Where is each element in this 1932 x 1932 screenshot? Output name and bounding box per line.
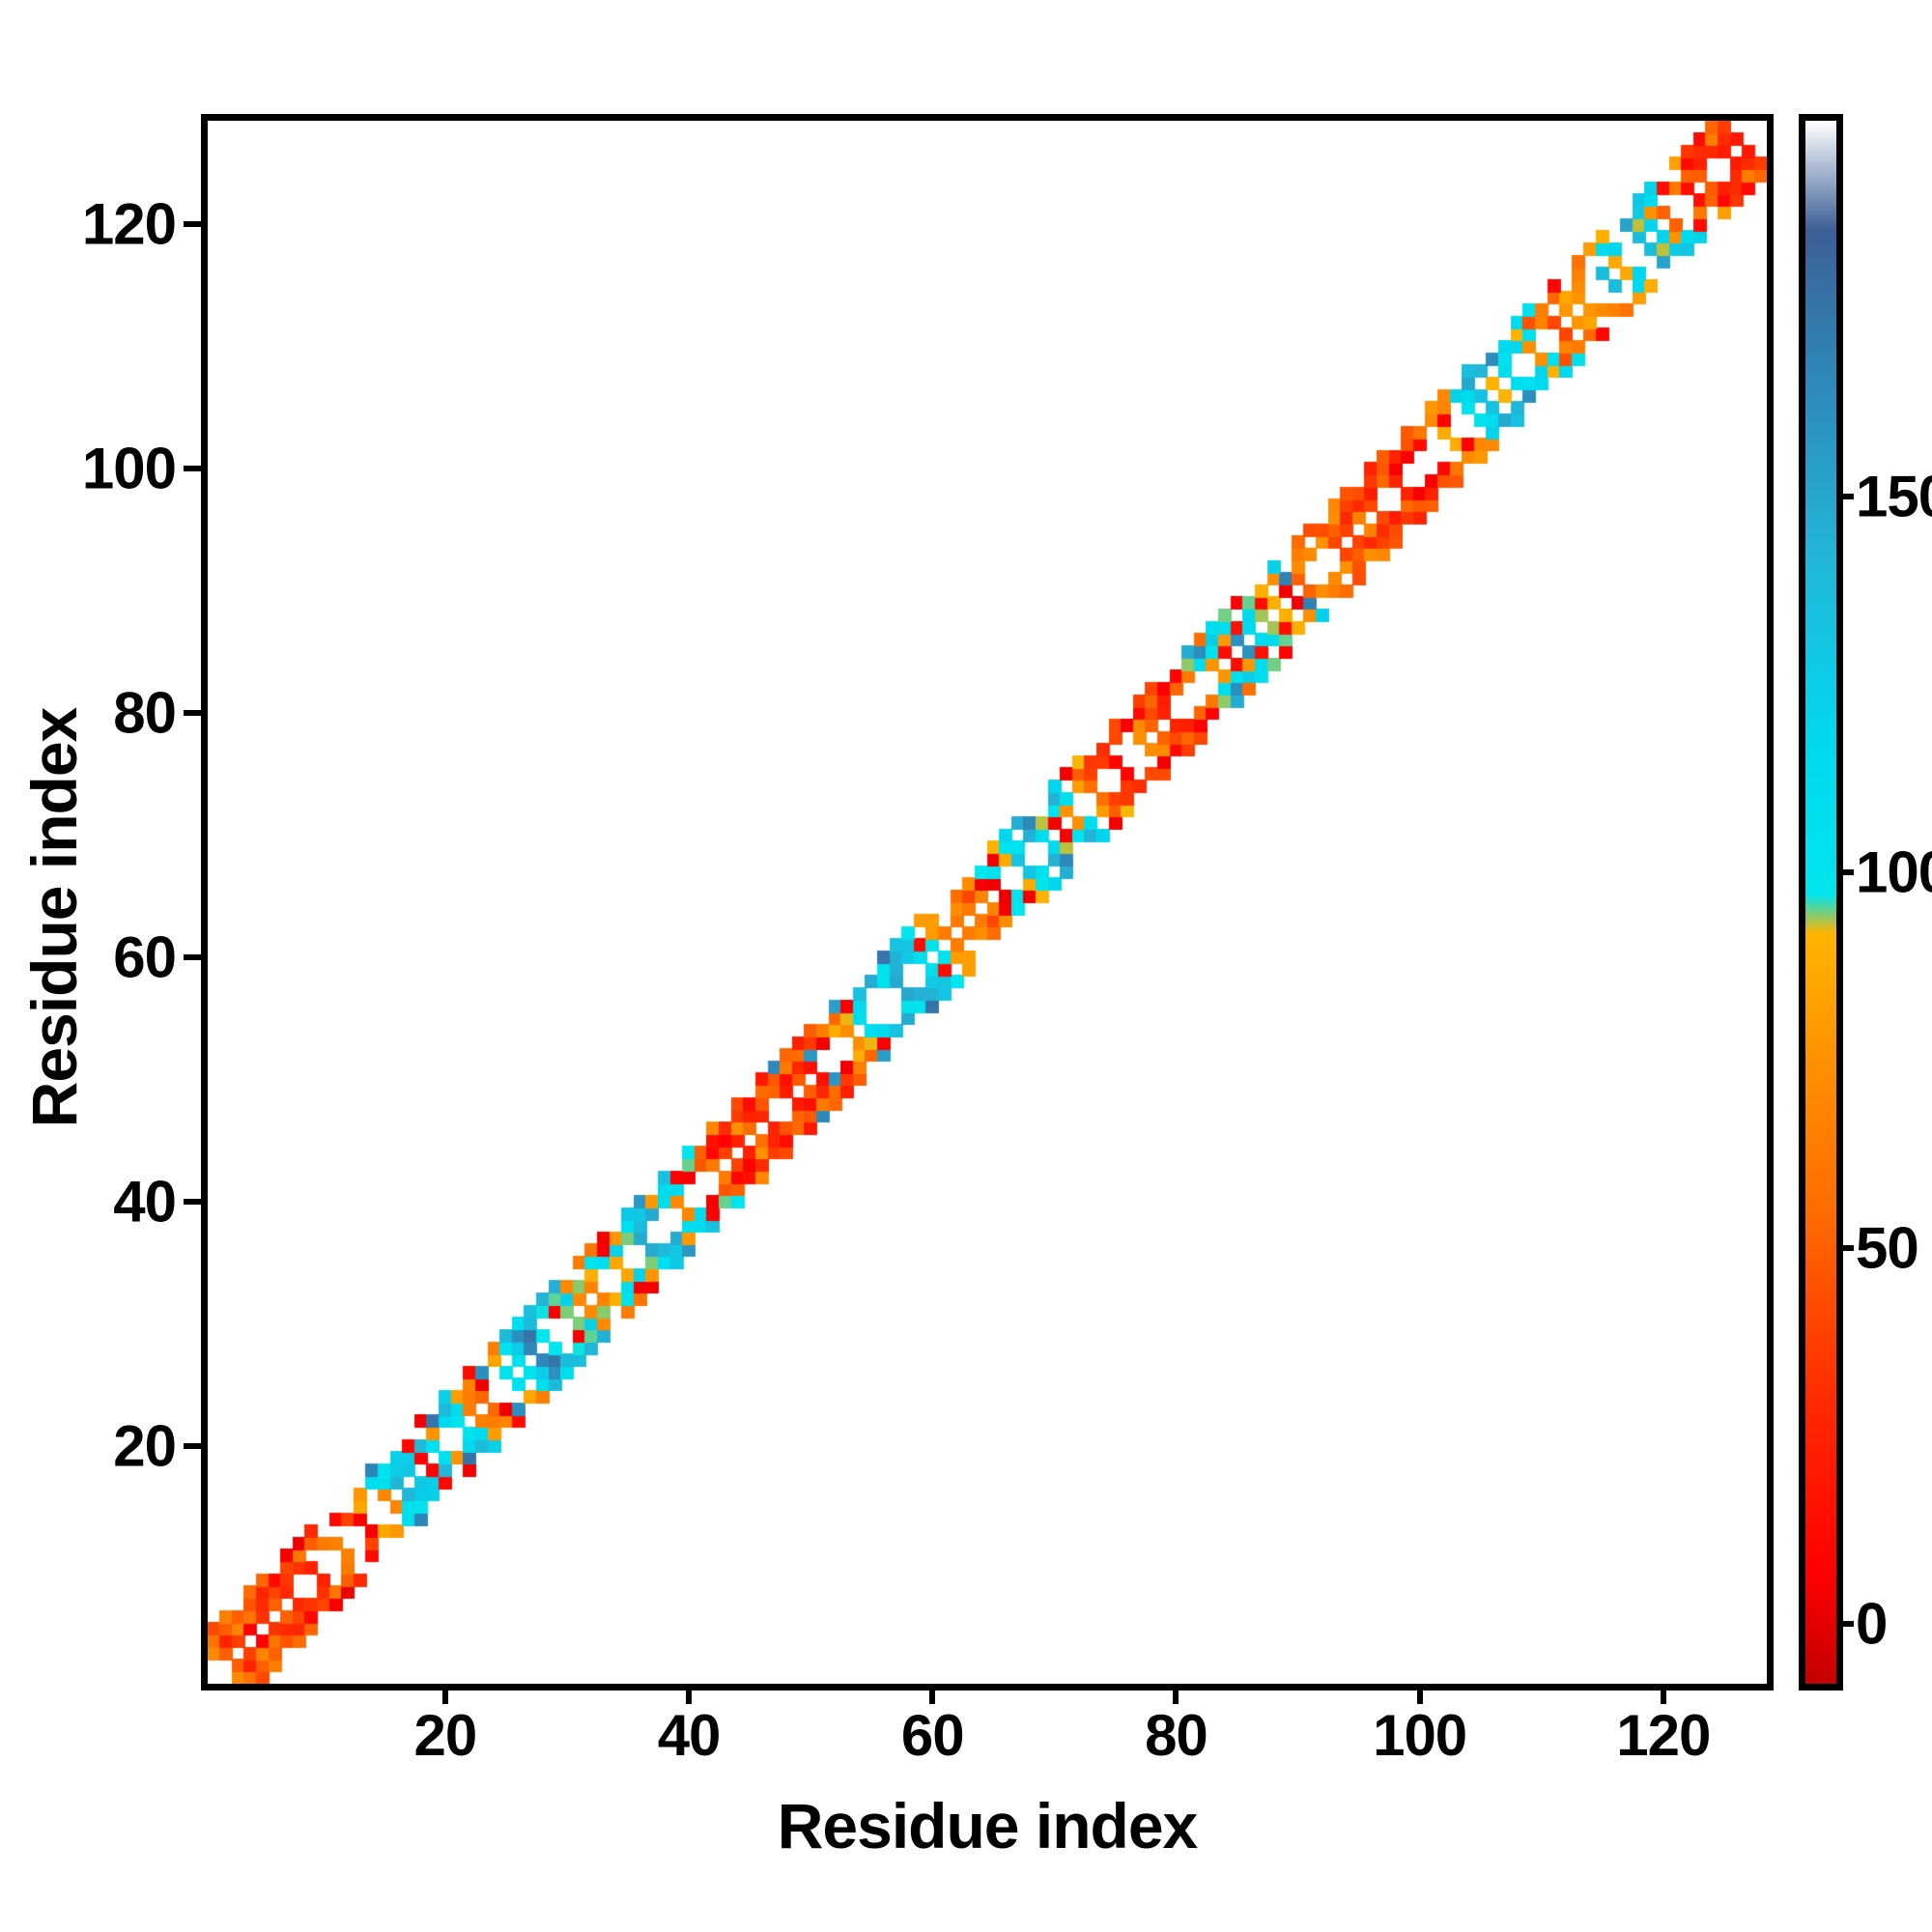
x-tick-label: 40 <box>657 1703 722 1768</box>
y-tick-label: 100 <box>81 436 177 501</box>
colorbar-tick-mark <box>1840 1244 1854 1251</box>
y-tick-label: 60 <box>113 924 177 990</box>
x-tick-mark <box>1416 1685 1423 1704</box>
colorbar-gradient <box>1805 121 1836 1684</box>
x-tick-mark <box>1173 1685 1179 1704</box>
x-tick-mark <box>686 1685 693 1704</box>
y-tick-label: 40 <box>113 1169 177 1235</box>
y-tick-label: 80 <box>113 680 177 746</box>
x-tick-label: 60 <box>900 1703 965 1768</box>
x-tick-mark <box>441 1685 448 1704</box>
x-tick-label: 80 <box>1145 1703 1208 1768</box>
y-tick-mark <box>184 953 203 960</box>
x-tick-mark <box>929 1685 936 1704</box>
colorbar-tick-label: 150 <box>1856 464 1932 529</box>
y-tick-label: 120 <box>81 191 177 257</box>
colorbar-tick-mark <box>1840 868 1854 875</box>
y-tick-mark <box>184 1198 203 1205</box>
heatmap-plot-area <box>201 114 1774 1690</box>
colorbar-tick-label: 0 <box>1856 1591 1888 1657</box>
colorbar-tick-mark <box>1840 1620 1854 1627</box>
x-axis-title: Residue index <box>777 1790 1198 1861</box>
y-tick-mark <box>184 221 203 228</box>
x-tick-label: 20 <box>413 1703 478 1768</box>
y-tick-mark <box>184 1442 203 1449</box>
y-axis-title: Residue index <box>18 707 90 1128</box>
colorbar-tick-mark <box>1840 493 1854 499</box>
y-tick-label: 20 <box>113 1413 177 1478</box>
colorbar <box>1799 114 1843 1690</box>
x-tick-label: 120 <box>1616 1703 1711 1768</box>
x-tick-label: 100 <box>1373 1703 1467 1768</box>
colorbar-tick-label: 100 <box>1856 839 1932 905</box>
x-tick-mark <box>1660 1685 1666 1704</box>
contact-map-canvas <box>208 121 1767 1684</box>
y-tick-mark <box>184 466 203 472</box>
y-tick-mark <box>184 710 203 717</box>
colorbar-tick-label: 50 <box>1856 1215 1919 1281</box>
